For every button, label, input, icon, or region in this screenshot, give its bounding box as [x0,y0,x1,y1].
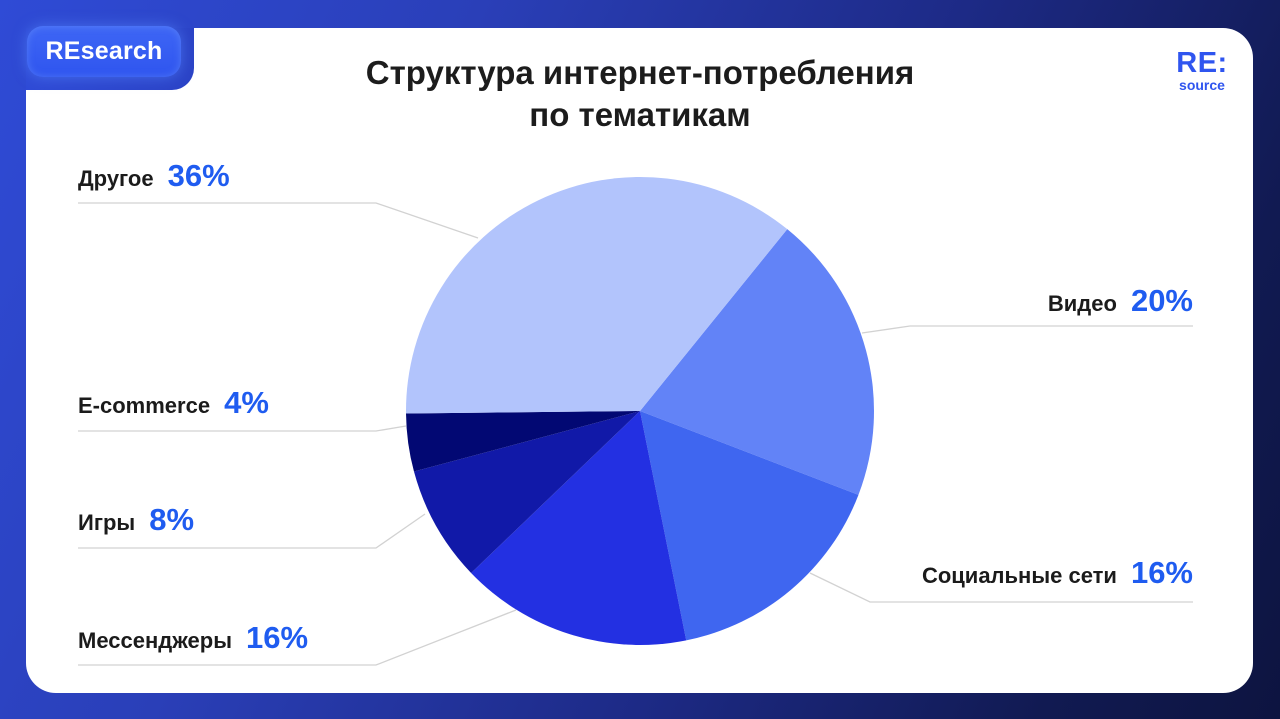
label-other-pct: 36% [167,158,230,193]
resource-logo: RE: source [1160,48,1244,92]
label-games: Игры 8% [78,502,194,538]
label-social-pct: 16% [1130,555,1193,590]
label-social: Социальные сети 16% [800,555,1193,591]
pie-slice [406,411,640,472]
title-line-1: Структура интернет-потребления [365,54,915,91]
label-social-name: Социальные сети [921,563,1117,588]
leader-line-social [809,572,1193,603]
pie-slice [405,177,788,414]
label-messengers-pct: 16% [246,620,309,655]
leader-line-video [861,325,1193,334]
pie-slice [640,411,859,641]
label-games-name: Игры [78,510,136,535]
pie-slice [413,411,640,573]
label-video: Видео 20% [900,283,1193,319]
label-video-pct: 20% [1130,283,1193,318]
leader-line-ecommerce [78,425,407,432]
label-other-name: Другое [78,166,154,191]
research-badge-label: REsearch [45,37,163,65]
pie-slices [405,177,875,645]
label-games-pct: 8% [149,502,195,537]
pie-slice [640,229,875,495]
label-ecommerce-name: E-commerce [78,393,211,418]
title-line-2: по тематикам [529,96,751,133]
logo-sub: source [1179,77,1225,93]
research-badge: REsearch [27,26,181,77]
pie-slice [471,411,687,645]
label-ecommerce-pct: 4% [224,385,269,420]
leader-lines [78,202,1193,666]
leader-line-messengers [78,609,517,666]
label-messengers: Мессенджеры 16% [78,620,308,656]
logo-main: RE: [1176,47,1228,79]
label-ecommerce: E-commerce 4% [78,385,269,421]
label-video-name: Видео [1047,291,1117,316]
leader-line-other [78,202,479,239]
label-other: Другое 36% [78,158,230,194]
page-title: Структура интернет-потребления по темати… [240,52,1040,136]
leader-line-games [78,513,426,549]
label-messengers-name: Мессенджеры [78,628,232,653]
